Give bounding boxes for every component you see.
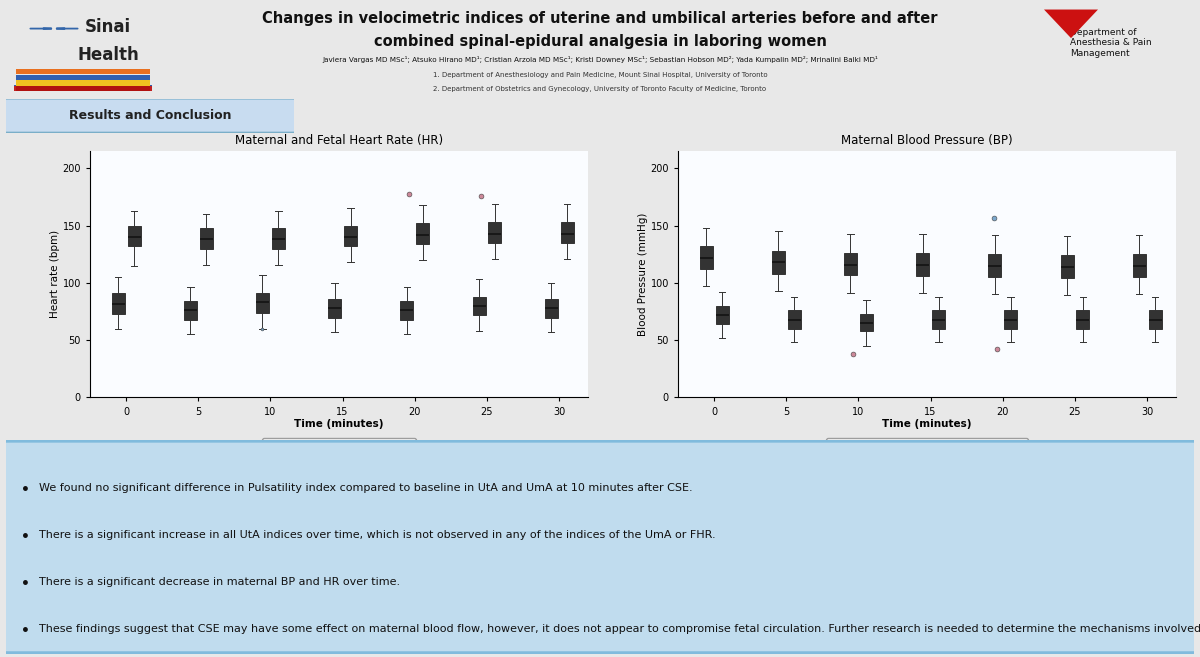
Legend: Systolic BP, Diastolic BP: Systolic BP, Diastolic BP bbox=[826, 438, 1028, 457]
PathPatch shape bbox=[700, 246, 713, 269]
FancyBboxPatch shape bbox=[0, 442, 1200, 652]
Text: Department of
Anesthesia & Pain
Management: Department of Anesthesia & Pain Manageme… bbox=[1070, 28, 1152, 58]
PathPatch shape bbox=[772, 251, 785, 274]
Text: Changes in velocimetric indices of uterine and umbilical arteries before and aft: Changes in velocimetric indices of uteri… bbox=[263, 11, 937, 26]
Title: Maternal and Fetal Heart Rate (HR): Maternal and Fetal Heart Rate (HR) bbox=[235, 134, 443, 147]
Text: •: • bbox=[22, 624, 30, 638]
PathPatch shape bbox=[1076, 310, 1090, 328]
Text: 1. Department of Anesthesiology and Pain Medicine, Mount Sinai Hospital, Univers: 1. Department of Anesthesiology and Pain… bbox=[433, 72, 767, 78]
Text: combined spinal-epidural analgesia in laboring women: combined spinal-epidural analgesia in la… bbox=[373, 34, 827, 49]
Y-axis label: Heart rate (bpm): Heart rate (bpm) bbox=[49, 230, 60, 319]
Text: Health: Health bbox=[77, 46, 139, 64]
Title: Maternal Blood Pressure (BP): Maternal Blood Pressure (BP) bbox=[841, 134, 1013, 147]
Y-axis label: Blood Pressure (mmHg): Blood Pressure (mmHg) bbox=[637, 213, 648, 336]
PathPatch shape bbox=[560, 222, 574, 243]
PathPatch shape bbox=[989, 254, 1001, 277]
Text: Javiera Vargas MD MSc¹; Atsuko Hirano MD¹; Cristian Arzola MD MSc¹; Kristi Downe: Javiera Vargas MD MSc¹; Atsuko Hirano MD… bbox=[322, 57, 878, 63]
PathPatch shape bbox=[272, 228, 284, 248]
PathPatch shape bbox=[1004, 310, 1018, 328]
PathPatch shape bbox=[199, 228, 212, 248]
Polygon shape bbox=[1044, 9, 1098, 38]
PathPatch shape bbox=[1061, 256, 1074, 279]
Bar bbox=[14, 86, 152, 91]
Text: We found no significant difference in Pulsatility index compared to baseline in : We found no significant difference in Pu… bbox=[40, 483, 692, 493]
PathPatch shape bbox=[787, 310, 800, 328]
Bar bbox=[14, 85, 152, 91]
PathPatch shape bbox=[1133, 254, 1146, 277]
PathPatch shape bbox=[545, 299, 558, 319]
PathPatch shape bbox=[127, 225, 140, 246]
X-axis label: Time (minutes): Time (minutes) bbox=[294, 419, 384, 429]
Text: 2. Department of Obstetrics and Gynecology, University of Toronto Faculty of Med: 2. Department of Obstetrics and Gynecolo… bbox=[433, 85, 767, 92]
Text: •: • bbox=[22, 577, 30, 591]
PathPatch shape bbox=[844, 253, 857, 275]
PathPatch shape bbox=[401, 301, 413, 319]
PathPatch shape bbox=[184, 301, 197, 319]
Text: There is a significant increase in all UtA indices over time, which is not obser: There is a significant increase in all U… bbox=[40, 530, 716, 540]
X-axis label: Time (minutes): Time (minutes) bbox=[882, 419, 972, 429]
PathPatch shape bbox=[1148, 310, 1162, 328]
PathPatch shape bbox=[112, 293, 125, 314]
PathPatch shape bbox=[916, 253, 929, 276]
PathPatch shape bbox=[473, 297, 486, 315]
PathPatch shape bbox=[328, 299, 341, 319]
PathPatch shape bbox=[256, 293, 269, 313]
Bar bbox=[16, 81, 150, 85]
Text: Sinai: Sinai bbox=[85, 18, 131, 35]
Bar bbox=[14, 85, 152, 91]
Text: Results and Conclusion: Results and Conclusion bbox=[68, 109, 232, 122]
PathPatch shape bbox=[416, 223, 430, 244]
PathPatch shape bbox=[860, 314, 872, 331]
Text: •: • bbox=[22, 530, 30, 544]
Legend: Maternal, Fetal: Maternal, Fetal bbox=[262, 438, 416, 457]
FancyBboxPatch shape bbox=[0, 99, 306, 133]
Text: There is a significant decrease in maternal BP and HR over time.: There is a significant decrease in mater… bbox=[40, 577, 401, 587]
PathPatch shape bbox=[715, 306, 728, 324]
Bar bbox=[16, 86, 150, 91]
Bar bbox=[16, 69, 150, 74]
Text: These findings suggest that CSE may have some effect on maternal blood flow, how: These findings suggest that CSE may have… bbox=[40, 624, 1200, 634]
PathPatch shape bbox=[344, 225, 358, 246]
PathPatch shape bbox=[932, 310, 946, 328]
Text: •: • bbox=[22, 483, 30, 497]
Bar bbox=[14, 86, 152, 91]
Bar bbox=[16, 75, 150, 80]
PathPatch shape bbox=[488, 222, 502, 243]
